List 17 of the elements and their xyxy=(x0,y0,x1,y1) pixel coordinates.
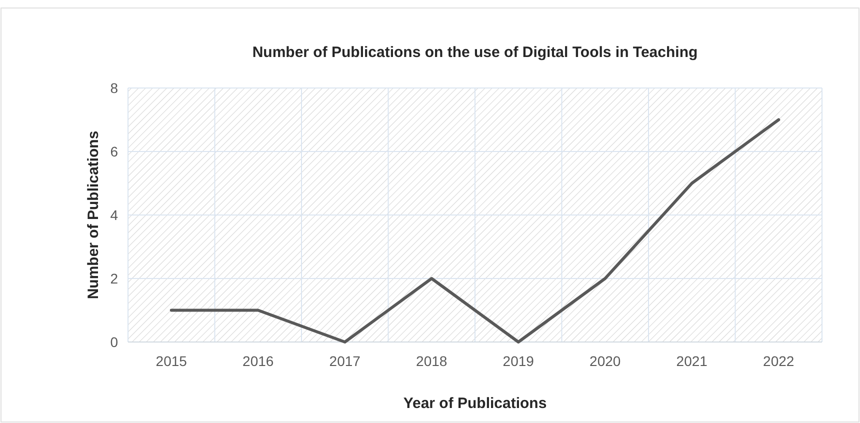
x-tick-label: 2018 xyxy=(416,353,448,369)
y-tick-label: 6 xyxy=(110,143,118,160)
x-tick-label: 2022 xyxy=(763,353,794,369)
y-tick-label: 8 xyxy=(110,80,118,96)
x-axis-title: Year of Publications xyxy=(403,395,547,412)
y-tick-label: 2 xyxy=(110,270,118,286)
x-tick-label: 2016 xyxy=(242,353,274,369)
x-tick-label: 2015 xyxy=(156,353,188,369)
line-series xyxy=(170,118,780,344)
x-tick-label: 2017 xyxy=(329,353,361,369)
x-tick-label: 2021 xyxy=(676,353,708,369)
y-axis-title: Number of Publications xyxy=(85,130,102,300)
x-tick-label: 2019 xyxy=(502,353,534,369)
chart-title: Number of Publications on the use of Digital Tools in Teaching xyxy=(252,44,698,61)
y-tick-label: 4 xyxy=(110,206,118,223)
x-tick-label: 2020 xyxy=(590,353,621,369)
y-tick-label: 0 xyxy=(110,334,118,350)
